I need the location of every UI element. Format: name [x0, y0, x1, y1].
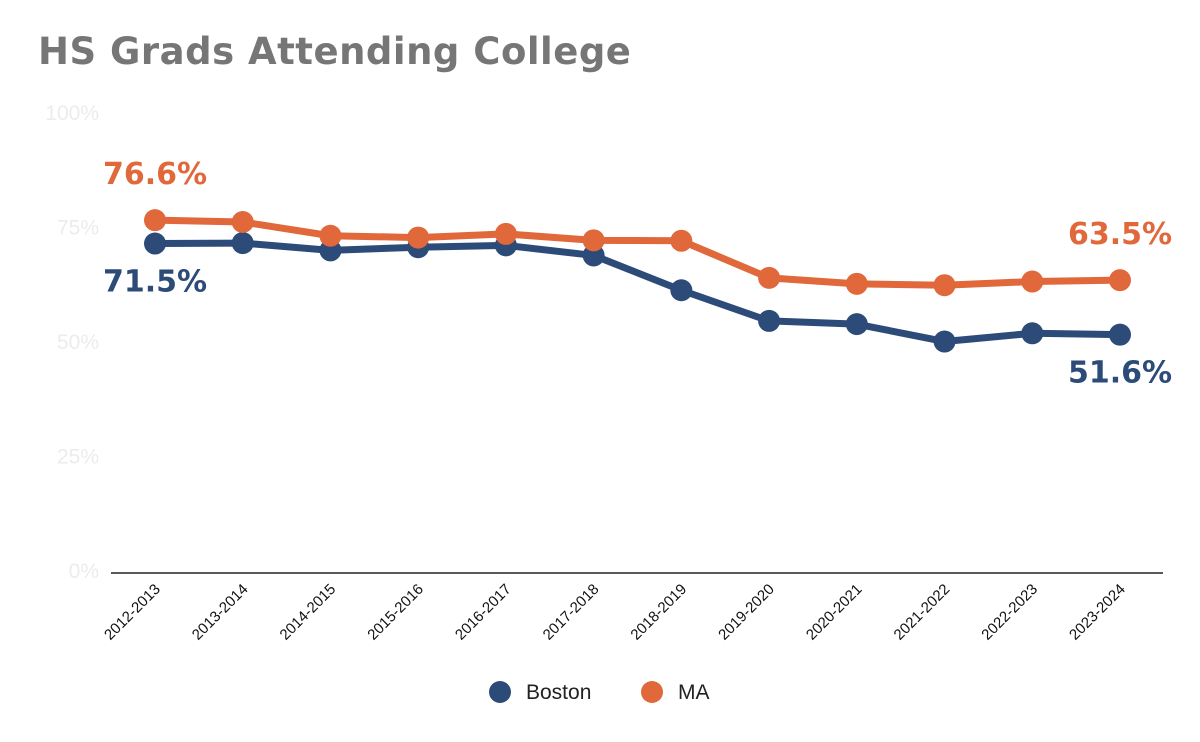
legend-label-ma: MA [678, 681, 710, 704]
data-point-boston [670, 279, 693, 302]
series-line-boston [151, 239, 1124, 346]
series-boston [144, 232, 1131, 353]
x-tick-label: 2023-2024 [1066, 581, 1129, 644]
data-point-ma [144, 209, 166, 232]
x-tick-label: 2022-2023 [978, 581, 1041, 644]
x-tick-label: 2014-2015 [277, 581, 340, 644]
x-tick-label: 2013-2014 [189, 581, 252, 644]
y-axis: 0% 25% 50% 75% 100% [45, 102, 99, 583]
chart-title: HS Grads Attending College [38, 30, 632, 73]
series-ma [144, 209, 1131, 297]
x-tick-label: 2012-2013 [101, 581, 164, 644]
data-point-ma [319, 224, 342, 247]
data-label-boston: 71.5% [103, 265, 207, 300]
legend-label-boston: Boston [526, 681, 591, 704]
y-tick-label: 50% [57, 331, 99, 354]
data-point-ma [670, 229, 693, 252]
data-point-ma [231, 211, 254, 234]
data-point-boston [933, 330, 956, 353]
data-point-boston [758, 309, 781, 332]
legend-marker-boston [489, 681, 511, 703]
x-tick-label: 2021-2022 [891, 581, 954, 644]
series-layer [144, 209, 1131, 353]
data-label-ma: 76.6% [103, 157, 207, 192]
data-point-boston [1021, 322, 1044, 345]
x-tick-label: 2019-2020 [715, 581, 778, 644]
data-point-ma [407, 226, 430, 249]
data-point-boston [231, 232, 254, 255]
data-point-boston [1109, 323, 1131, 346]
data-labels: 71.5% 51.6% 76.6% 63.5% [103, 157, 1172, 391]
legend: Boston MA [489, 681, 710, 704]
data-point-ma [1021, 270, 1044, 293]
x-tick-label: 2018-2019 [627, 581, 690, 644]
legend-marker-ma [641, 681, 663, 703]
x-tick-label: 2015-2016 [364, 581, 427, 644]
y-tick-label: 25% [57, 446, 99, 469]
data-point-ma [1109, 269, 1131, 292]
y-tick-label: 75% [57, 217, 99, 240]
x-tick-label: 2017-2018 [540, 581, 603, 644]
data-point-ma [582, 229, 605, 252]
data-label-ma: 63.5% [1068, 217, 1172, 252]
series-line-ma [151, 216, 1124, 289]
data-label-boston: 51.6% [1068, 356, 1172, 391]
data-point-boston [144, 232, 166, 255]
data-point-ma [845, 272, 868, 295]
data-point-ma [494, 222, 517, 245]
data-point-boston [845, 313, 868, 336]
data-point-boston [582, 244, 605, 267]
data-point-ma [758, 266, 781, 289]
x-tick-label: 2020-2021 [803, 581, 866, 644]
data-point-ma [933, 274, 956, 297]
x-axis: 2012-2013 2013-2014 2014-2015 2015-2016 2016… [101, 581, 1129, 644]
x-tick-label: 2016-2017 [452, 581, 515, 644]
y-tick-label: 0% [69, 560, 99, 583]
y-tick-label: 100% [45, 102, 99, 125]
